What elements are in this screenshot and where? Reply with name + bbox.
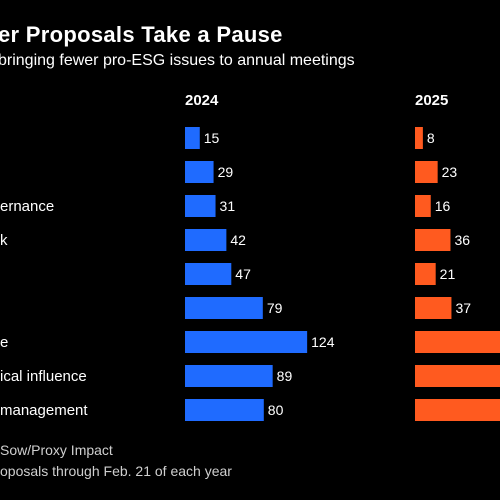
bar-2024-value: 29: [218, 164, 234, 180]
chart-title: er Proposals Take a Pause: [0, 22, 283, 47]
bar-2025-clipped: [415, 399, 500, 421]
bar-2024-value: 31: [220, 198, 236, 214]
footnote: oposals through Feb. 21 of each year: [0, 463, 232, 479]
category-label: management: [0, 402, 88, 419]
bar-2024-value: 79: [267, 300, 283, 316]
bar-2024: [185, 229, 227, 251]
bar-2025-value: 16: [435, 198, 451, 214]
bar-2024-value: 42: [230, 232, 246, 248]
source-note: Sow/Proxy Impact: [0, 442, 113, 458]
series-2024-header: 2024: [185, 92, 219, 109]
bar-2024: [185, 365, 273, 387]
bar-2025: [415, 127, 423, 149]
bar-2025-value: 8: [427, 130, 435, 146]
category-label: ernance: [0, 198, 54, 215]
category-label: e: [0, 334, 8, 351]
bar-2025-value: 36: [454, 232, 470, 248]
bar-2025: [415, 161, 438, 183]
bar-2025-clipped: [415, 331, 500, 353]
bar-2024: [185, 297, 263, 319]
bar-2025: [415, 195, 431, 217]
bar-2024-value: 89: [277, 368, 293, 384]
bar-2024: [185, 127, 200, 149]
bar-2024: [185, 195, 216, 217]
bar-2024: [185, 399, 264, 421]
bar-2025: [415, 297, 452, 319]
bar-2025: [415, 263, 436, 285]
bar-2025-value: 23: [442, 164, 458, 180]
bar-2024-value: 47: [235, 266, 251, 282]
chart-subtitle: bringing fewer pro-ESG issues to annual …: [0, 52, 355, 69]
bar-2024: [185, 263, 232, 285]
bar-2025-value: 21: [440, 266, 456, 282]
bar-2025: [415, 229, 451, 251]
bar-2024-value: 124: [311, 334, 335, 350]
series-2025-header: 2025: [415, 92, 449, 109]
category-label: ical influence: [0, 368, 87, 385]
bar-2024-value: 80: [268, 402, 284, 418]
bar-2024: [185, 161, 214, 183]
bar-2025-clipped: [415, 365, 500, 387]
category-label: k: [0, 232, 8, 249]
bar-2025-value: 37: [455, 300, 471, 316]
bar-2024-value: 15: [204, 130, 220, 146]
bar-2024: [185, 331, 308, 353]
